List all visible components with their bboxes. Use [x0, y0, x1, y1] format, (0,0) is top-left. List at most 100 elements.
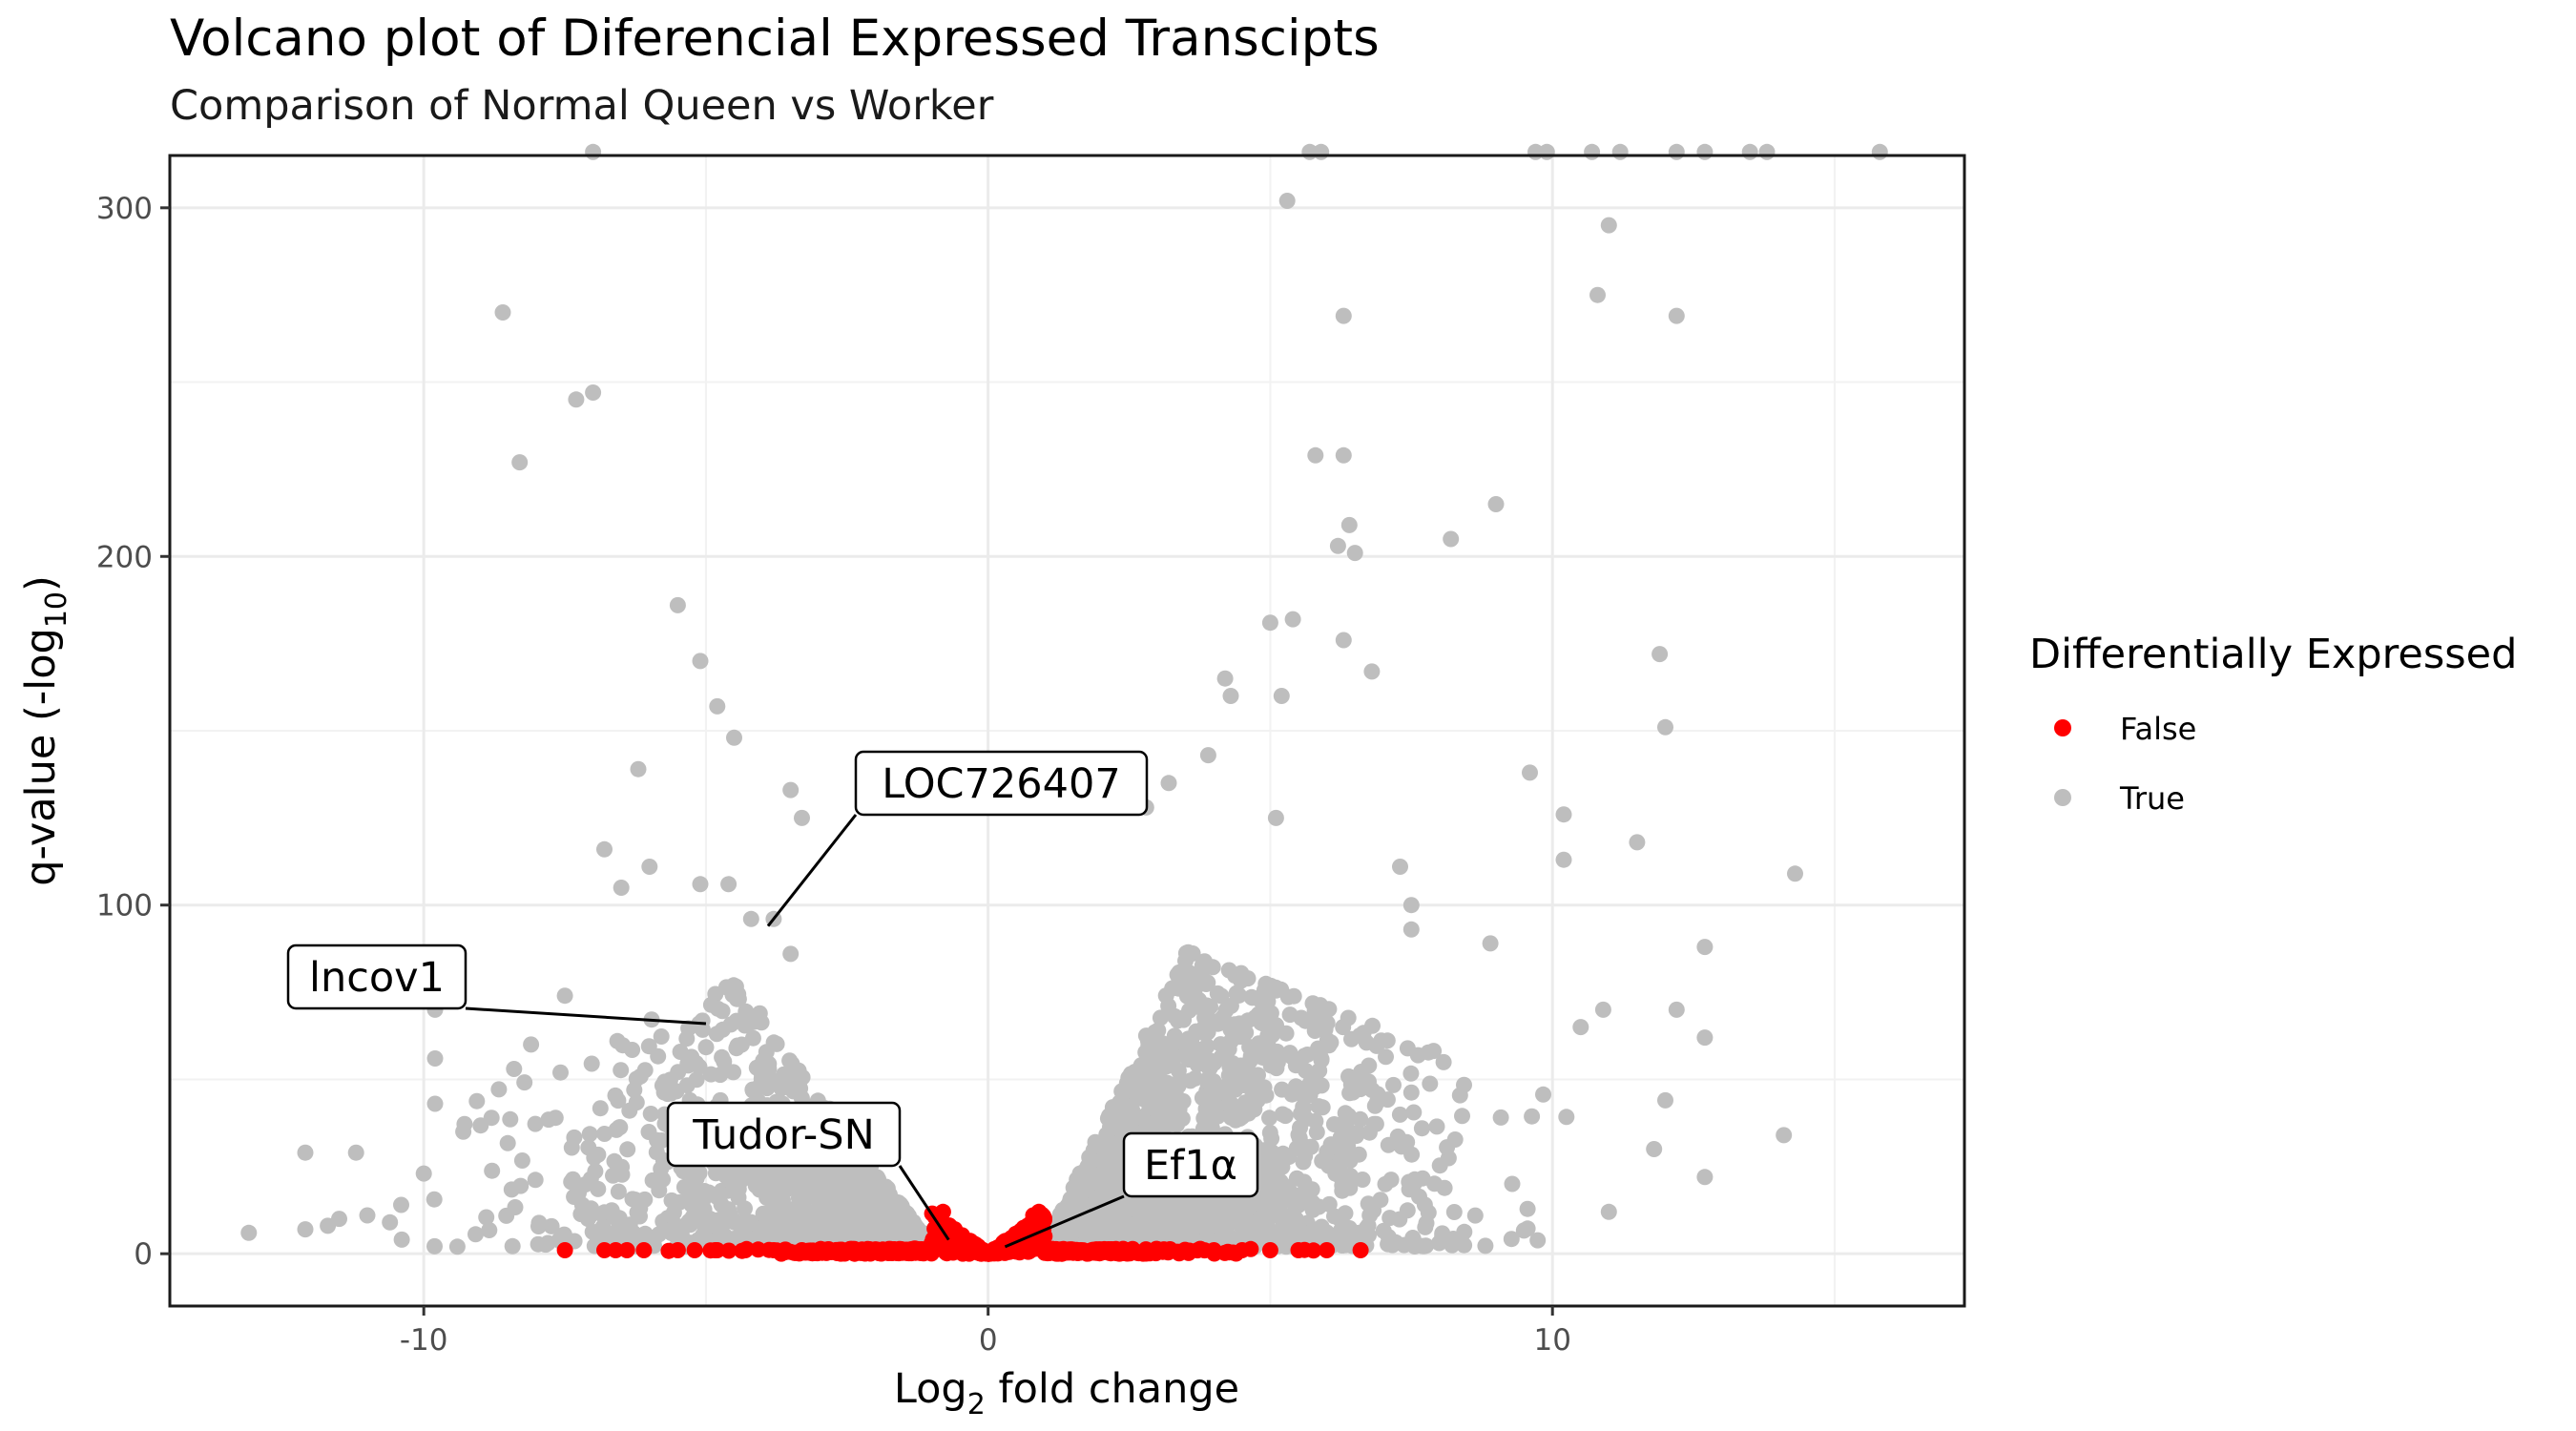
true-point — [583, 1055, 600, 1072]
true-point — [1369, 1086, 1386, 1103]
false-point — [934, 1203, 951, 1220]
true-point — [1199, 747, 1216, 764]
true-point — [1413, 1120, 1430, 1137]
true-point — [640, 1038, 657, 1055]
true-point — [499, 1134, 516, 1151]
true-point — [1205, 1073, 1222, 1089]
true-point — [1160, 775, 1177, 792]
annotation-leader — [1004, 1194, 1125, 1249]
true-point — [1222, 688, 1239, 704]
true-point — [1365, 1202, 1382, 1219]
true-point — [742, 910, 759, 927]
true-point — [1657, 718, 1673, 736]
true-point — [725, 1064, 742, 1081]
true-point — [426, 1191, 443, 1208]
true-point — [1555, 851, 1572, 868]
true-point — [1293, 1009, 1310, 1027]
true-point — [555, 1226, 572, 1243]
true-point — [1696, 1169, 1714, 1186]
true-point — [714, 1048, 731, 1066]
true-point — [1445, 1204, 1463, 1220]
true-point — [506, 1061, 523, 1077]
true-point — [1157, 1103, 1174, 1120]
true-point — [1284, 611, 1301, 628]
true-point — [1196, 1050, 1214, 1068]
true-point — [780, 1207, 798, 1224]
annotation-leader — [766, 814, 858, 927]
true-point — [1373, 1032, 1390, 1049]
true-point — [1657, 1091, 1673, 1109]
false-point — [1030, 1203, 1048, 1220]
true-point — [653, 1028, 670, 1045]
true-point — [1182, 1072, 1199, 1089]
true-point — [1144, 1030, 1161, 1047]
annotation-leader — [465, 1006, 707, 1026]
true-point — [1350, 1146, 1367, 1163]
true-point — [1123, 1227, 1140, 1244]
true-point — [1314, 1002, 1331, 1019]
false-point — [1064, 1242, 1081, 1258]
true-point — [606, 1209, 623, 1226]
true-point — [1434, 1225, 1451, 1242]
true-point — [789, 1180, 805, 1197]
true-point — [1257, 1044, 1275, 1061]
true-point — [692, 876, 709, 893]
annotation-box — [1122, 1131, 1259, 1198]
y-axis-title-subscript: 10 — [40, 591, 73, 628]
true-point — [782, 945, 800, 963]
true-point — [1267, 809, 1284, 826]
true-point — [1298, 1047, 1316, 1063]
false-point — [1261, 1242, 1278, 1258]
true-point — [1629, 834, 1646, 851]
false-point — [906, 1240, 924, 1257]
true-point — [502, 1110, 519, 1128]
true-point — [1166, 1027, 1183, 1045]
true-point — [1173, 1212, 1190, 1229]
true-point — [1101, 1108, 1117, 1125]
true-point — [1377, 1175, 1394, 1192]
true-point — [653, 1160, 670, 1177]
x-tick-label: -10 — [400, 1323, 448, 1358]
true-point — [1177, 944, 1195, 962]
true-point — [1335, 1019, 1352, 1036]
true-point — [1529, 1232, 1547, 1249]
true-point — [1290, 1190, 1307, 1207]
chart-subtitle: Comparison of Normal Queen vs Worker — [170, 82, 994, 130]
true-point — [1260, 1027, 1278, 1045]
true-point — [585, 384, 602, 401]
true-point — [1246, 1101, 1263, 1118]
true-point — [1317, 1021, 1334, 1038]
true-point — [1105, 1168, 1121, 1185]
true-point — [1340, 516, 1358, 533]
false-point — [980, 1243, 997, 1260]
false-point — [1305, 1242, 1322, 1259]
true-point — [530, 1214, 548, 1232]
annotation-box — [286, 944, 467, 1010]
true-point — [297, 1144, 314, 1161]
true-point — [781, 1168, 799, 1185]
true-point — [382, 1213, 399, 1231]
true-point — [468, 1092, 486, 1110]
true-point — [1337, 1205, 1354, 1222]
true-point — [807, 1203, 824, 1220]
true-point — [240, 1224, 258, 1241]
true-point — [1361, 1057, 1378, 1074]
true-point — [1170, 1012, 1187, 1029]
true-point — [359, 1207, 376, 1224]
y-tick-label: 200 — [96, 540, 153, 574]
true-point — [728, 990, 745, 1007]
true-point — [641, 859, 658, 875]
false-point — [940, 1217, 957, 1234]
true-point — [753, 1070, 770, 1088]
annotation-label: Tudor-SN — [692, 1111, 875, 1159]
false-point — [618, 1242, 635, 1258]
true-point — [1298, 1062, 1314, 1079]
false-series — [556, 1203, 1369, 1262]
true-point — [1196, 953, 1213, 970]
true-point — [1668, 143, 1685, 160]
true-point — [636, 1191, 654, 1208]
true-point — [347, 1144, 364, 1161]
true-point — [1263, 1130, 1280, 1147]
true-point — [1411, 1188, 1427, 1205]
true-point — [1422, 1075, 1439, 1092]
